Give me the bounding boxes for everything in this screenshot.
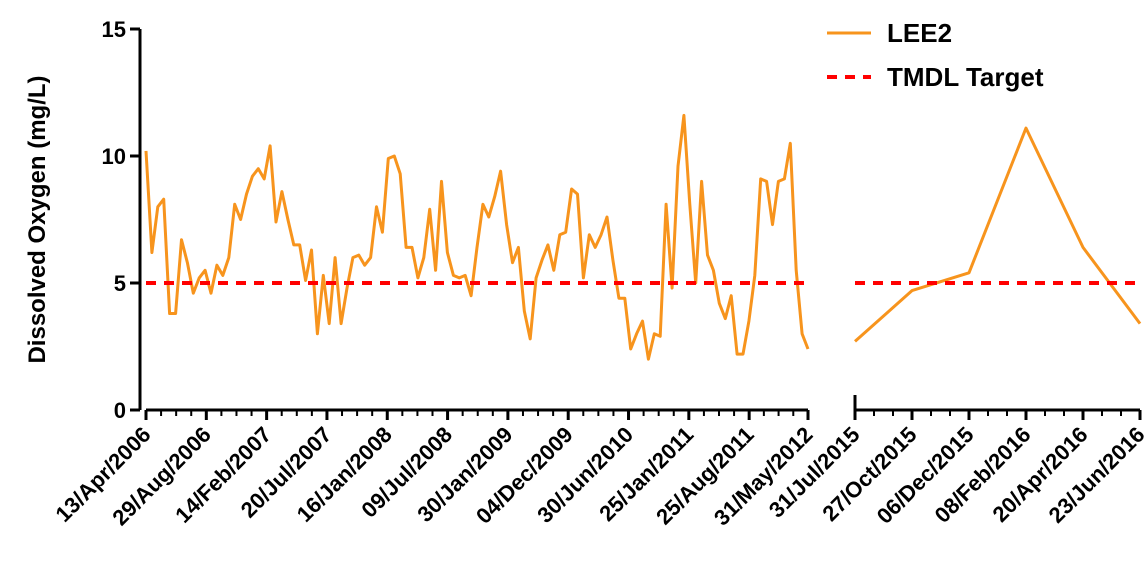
legend-label: TMDL Target <box>887 62 1044 92</box>
series-lines <box>144 113 1142 361</box>
y-tick-label: 5 <box>114 271 126 296</box>
series-line <box>144 113 810 361</box>
y-tick-label: 15 <box>102 17 126 42</box>
y-axis-title: Dissolved Oxygen (mg/L) <box>24 75 51 363</box>
series-line <box>854 126 1142 343</box>
y-tick-label: 10 <box>102 144 126 169</box>
y-tick-label: 0 <box>114 398 126 423</box>
legend-label: LEE2 <box>887 18 952 48</box>
legend: LEE2 TMDL Target <box>827 18 1044 92</box>
